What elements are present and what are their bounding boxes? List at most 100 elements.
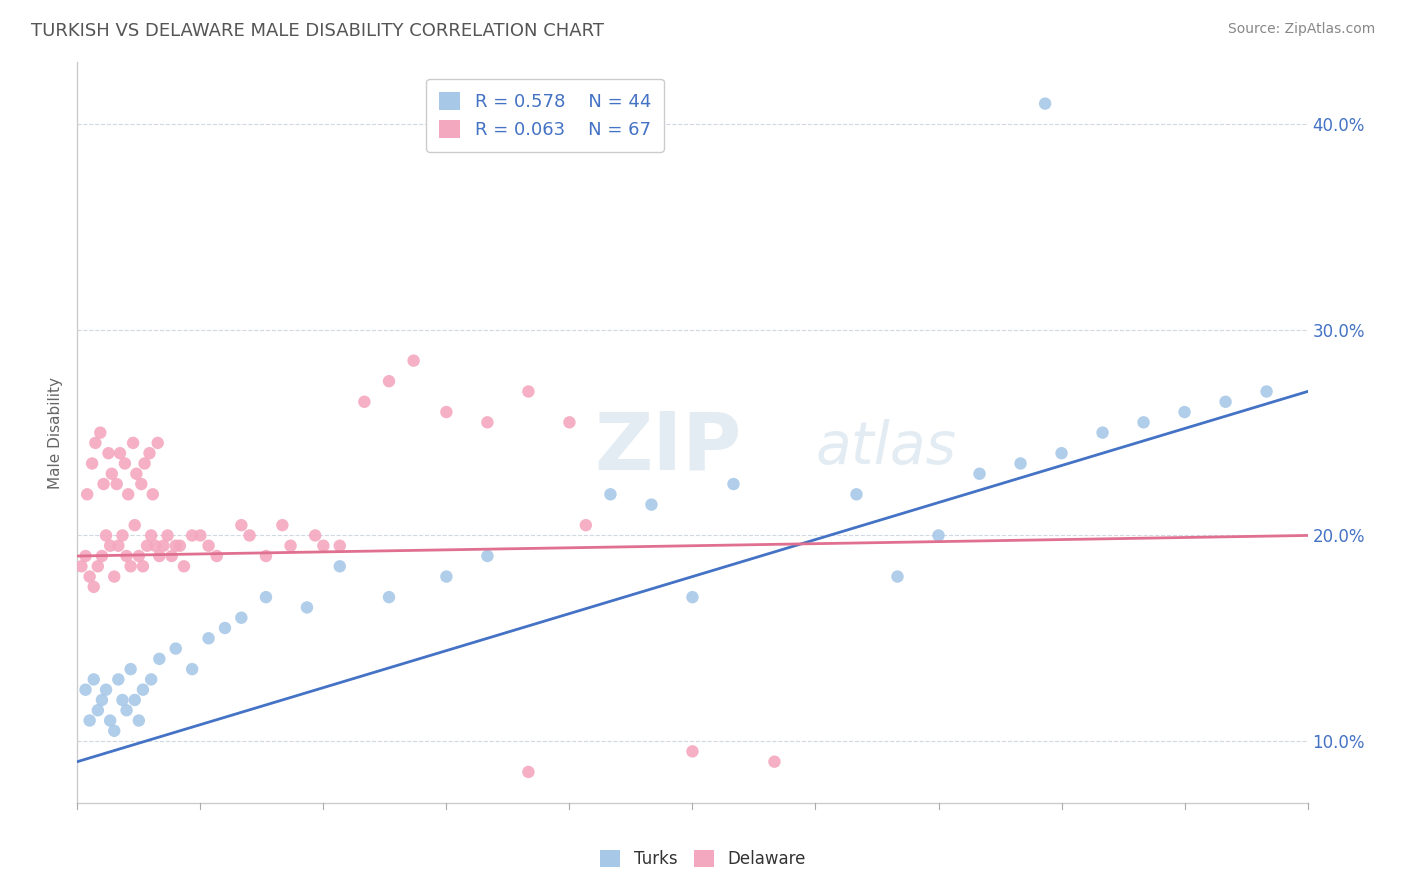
Point — [87, 703, 110, 717]
Point — [103, 569, 125, 583]
Point — [114, 457, 136, 471]
Point — [143, 539, 166, 553]
Legend: Turks, Delaware: Turks, Delaware — [593, 843, 813, 875]
Point — [1174, 405, 1197, 419]
Point — [886, 569, 908, 583]
Point — [70, 559, 93, 574]
Point — [295, 600, 318, 615]
Point — [1050, 446, 1073, 460]
Point — [436, 405, 458, 419]
Text: atlas: atlas — [815, 419, 956, 476]
Point — [105, 477, 128, 491]
Point — [723, 477, 745, 491]
Point — [132, 559, 155, 574]
Point — [1256, 384, 1278, 399]
Point — [129, 477, 153, 491]
Point — [969, 467, 991, 481]
Point — [101, 467, 124, 481]
Point — [181, 662, 204, 676]
Point — [124, 518, 146, 533]
Point — [122, 436, 145, 450]
Point — [1215, 394, 1237, 409]
Point — [84, 436, 107, 450]
Point — [173, 559, 195, 574]
Point — [87, 559, 110, 574]
Point — [845, 487, 868, 501]
Point — [312, 539, 335, 553]
Point — [111, 693, 134, 707]
Point — [108, 446, 131, 460]
Point — [90, 693, 114, 707]
Point — [517, 764, 540, 779]
Point — [165, 641, 187, 656]
Point — [141, 673, 163, 687]
Point — [83, 673, 105, 687]
Point — [94, 528, 117, 542]
Point — [928, 528, 950, 542]
Point — [558, 415, 581, 429]
Point — [115, 549, 138, 563]
Point — [138, 446, 160, 460]
Point — [120, 662, 142, 676]
Point — [280, 539, 302, 553]
Point — [75, 549, 97, 563]
Point — [214, 621, 236, 635]
Point — [682, 744, 704, 758]
Point — [90, 549, 114, 563]
Text: TURKISH VS DELAWARE MALE DISABILITY CORRELATION CHART: TURKISH VS DELAWARE MALE DISABILITY CORR… — [31, 22, 605, 40]
Point — [83, 580, 105, 594]
Point — [107, 673, 129, 687]
Point — [148, 549, 170, 563]
Y-axis label: Male Disability: Male Disability — [48, 376, 63, 489]
Point — [79, 714, 101, 728]
Point — [165, 539, 187, 553]
Point — [141, 528, 163, 542]
Point — [146, 436, 169, 450]
Point — [75, 682, 97, 697]
Text: ZIP: ZIP — [595, 409, 741, 486]
Point — [94, 682, 117, 697]
Point — [1091, 425, 1114, 440]
Point — [763, 755, 786, 769]
Legend: R = 0.578    N = 44, R = 0.063    N = 67: R = 0.578 N = 44, R = 0.063 N = 67 — [426, 78, 664, 152]
Point — [239, 528, 262, 542]
Point — [378, 374, 401, 388]
Point — [254, 590, 277, 604]
Point — [136, 539, 159, 553]
Point — [205, 549, 228, 563]
Point — [156, 528, 179, 542]
Point — [378, 590, 401, 604]
Point — [82, 457, 104, 471]
Point — [304, 528, 326, 542]
Point — [1010, 457, 1032, 471]
Point — [402, 353, 425, 368]
Point — [76, 487, 98, 501]
Point — [120, 559, 142, 574]
Point — [197, 539, 219, 553]
Point — [1132, 415, 1154, 429]
Point — [181, 528, 204, 542]
Point — [188, 528, 212, 542]
Point — [160, 549, 183, 563]
Point — [117, 487, 139, 501]
Point — [93, 477, 115, 491]
Point — [125, 467, 148, 481]
Point — [197, 632, 219, 646]
Point — [128, 714, 150, 728]
Point — [517, 384, 540, 399]
Point — [98, 539, 121, 553]
Point — [98, 714, 121, 728]
Point — [436, 569, 458, 583]
Point — [103, 723, 125, 738]
Point — [128, 549, 150, 563]
Text: Source: ZipAtlas.com: Source: ZipAtlas.com — [1227, 22, 1375, 37]
Point — [254, 549, 277, 563]
Point — [152, 539, 174, 553]
Point — [134, 457, 156, 471]
Point — [329, 559, 352, 574]
Point — [1033, 96, 1056, 111]
Point — [107, 539, 129, 553]
Point — [477, 549, 499, 563]
Point — [142, 487, 165, 501]
Point — [132, 682, 155, 697]
